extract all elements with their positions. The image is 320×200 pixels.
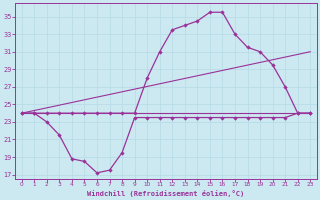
X-axis label: Windchill (Refroidissement éolien,°C): Windchill (Refroidissement éolien,°C) [87,190,244,197]
